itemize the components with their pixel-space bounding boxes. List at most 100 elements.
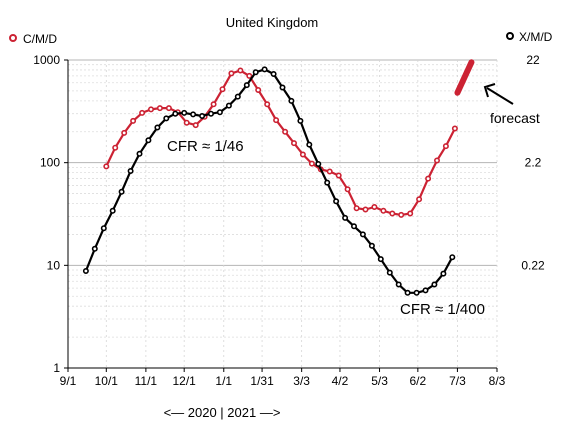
data-point: [431, 281, 438, 288]
data-point: [308, 160, 315, 167]
y-tick-label: 1000: [33, 53, 60, 67]
data-point: [156, 105, 163, 112]
data-point: [416, 196, 423, 203]
data-point: [362, 206, 369, 213]
y-tick-label: 1: [53, 361, 60, 375]
annotation-forecast: forecast: [490, 110, 540, 126]
data-point: [288, 97, 295, 104]
data-point: [165, 105, 172, 112]
data-point: [183, 119, 190, 126]
data-point: [252, 69, 259, 76]
legend-right-marker: [506, 32, 514, 40]
data-point: [127, 168, 134, 175]
data-point: [395, 281, 402, 288]
series-layer: [82, 66, 458, 296]
annotation-cfr-high: CFR ≈ 1/46: [167, 138, 244, 155]
major-gridlines: [68, 59, 497, 266]
right-axis-label: 0.22: [521, 258, 545, 272]
data-point: [243, 82, 250, 89]
data-point: [228, 70, 235, 77]
data-point: [163, 115, 170, 122]
data-point: [326, 168, 333, 175]
minor-gridlines: [68, 64, 497, 338]
forecast-layer: [454, 59, 475, 96]
right-axis-ticks: 0.22 2.2 22: [521, 53, 545, 272]
data-point: [282, 128, 289, 135]
x-tick-label: 10/1: [95, 374, 119, 388]
data-point: [234, 93, 241, 100]
data-point: [306, 141, 313, 148]
data-point: [344, 186, 351, 193]
data-point: [255, 87, 262, 94]
series-cmd: [103, 67, 458, 218]
series-xmd: [82, 66, 456, 296]
data-point: [136, 150, 143, 157]
data-point: [172, 110, 179, 117]
data-point: [299, 151, 306, 158]
data-point: [121, 129, 128, 136]
x-ticks: 9/1 10/1 11/1 12/1 1/1 1/31 3/3 4/2 5/3 6/2 7/3 8/3: [60, 368, 506, 388]
x-tick-label: 4/2: [332, 374, 349, 388]
data-point: [335, 172, 342, 179]
data-point: [359, 231, 366, 238]
y-ticks: 1 10 100 1000: [33, 53, 68, 375]
data-point: [433, 157, 440, 164]
series-line: [105, 69, 456, 216]
data-point: [386, 269, 393, 276]
annotation-cfr-low: CFR ≈ 1/400: [400, 301, 485, 318]
data-point: [315, 161, 322, 168]
data-point: [103, 163, 110, 170]
data-point: [273, 117, 280, 124]
data-point: [219, 86, 226, 93]
x-tick-label: 3/3: [293, 374, 310, 388]
x-tick-label: 8/3: [489, 374, 506, 388]
y-tick-label: 10: [47, 258, 61, 272]
data-point: [246, 72, 253, 79]
data-point: [100, 225, 107, 232]
data-point: [451, 125, 458, 132]
data-point: [398, 211, 405, 218]
data-point: [181, 109, 188, 116]
x-tick-label: 11/1: [135, 374, 158, 388]
legend-left-marker: [9, 34, 17, 42]
data-point: [342, 214, 349, 221]
data-point: [442, 143, 449, 150]
x-tick-label: 7/3: [449, 374, 466, 388]
data-point: [377, 256, 384, 263]
x-tick-label: 1/1: [215, 374, 232, 388]
data-point: [333, 198, 340, 205]
data-point: [82, 267, 89, 274]
x-gridlines: [105, 60, 498, 368]
data-point: [350, 223, 357, 230]
data-point: [109, 207, 116, 214]
legend-right-label: X/M/D: [519, 30, 553, 44]
data-point: [139, 109, 146, 116]
data-point: [413, 289, 420, 296]
data-point: [368, 242, 375, 249]
x-tick-label: 1/31: [250, 374, 274, 388]
data-point: [297, 117, 304, 124]
data-point: [404, 289, 411, 296]
data-point: [130, 117, 137, 124]
data-point: [91, 245, 98, 252]
year-caption: <— 2020 | 2021 —>: [164, 405, 281, 420]
data-point: [192, 122, 199, 129]
data-point: [190, 111, 197, 118]
data-point: [237, 67, 244, 74]
data-point: [324, 179, 331, 186]
right-axis-label: 2.2: [525, 156, 542, 170]
data-point: [290, 140, 297, 147]
x-tick-label: 6/2: [409, 374, 426, 388]
data-point: [225, 102, 232, 109]
chart-title: United Kingdom: [226, 15, 319, 30]
data-point: [112, 144, 119, 151]
legend-left-label: C/M/D: [23, 32, 57, 46]
data-point: [422, 287, 429, 294]
data-point: [208, 110, 215, 117]
right-axis-label: 22: [526, 53, 540, 67]
data-point: [389, 210, 396, 217]
data-point: [371, 204, 378, 211]
data-point: [440, 270, 447, 277]
data-point: [449, 254, 456, 261]
